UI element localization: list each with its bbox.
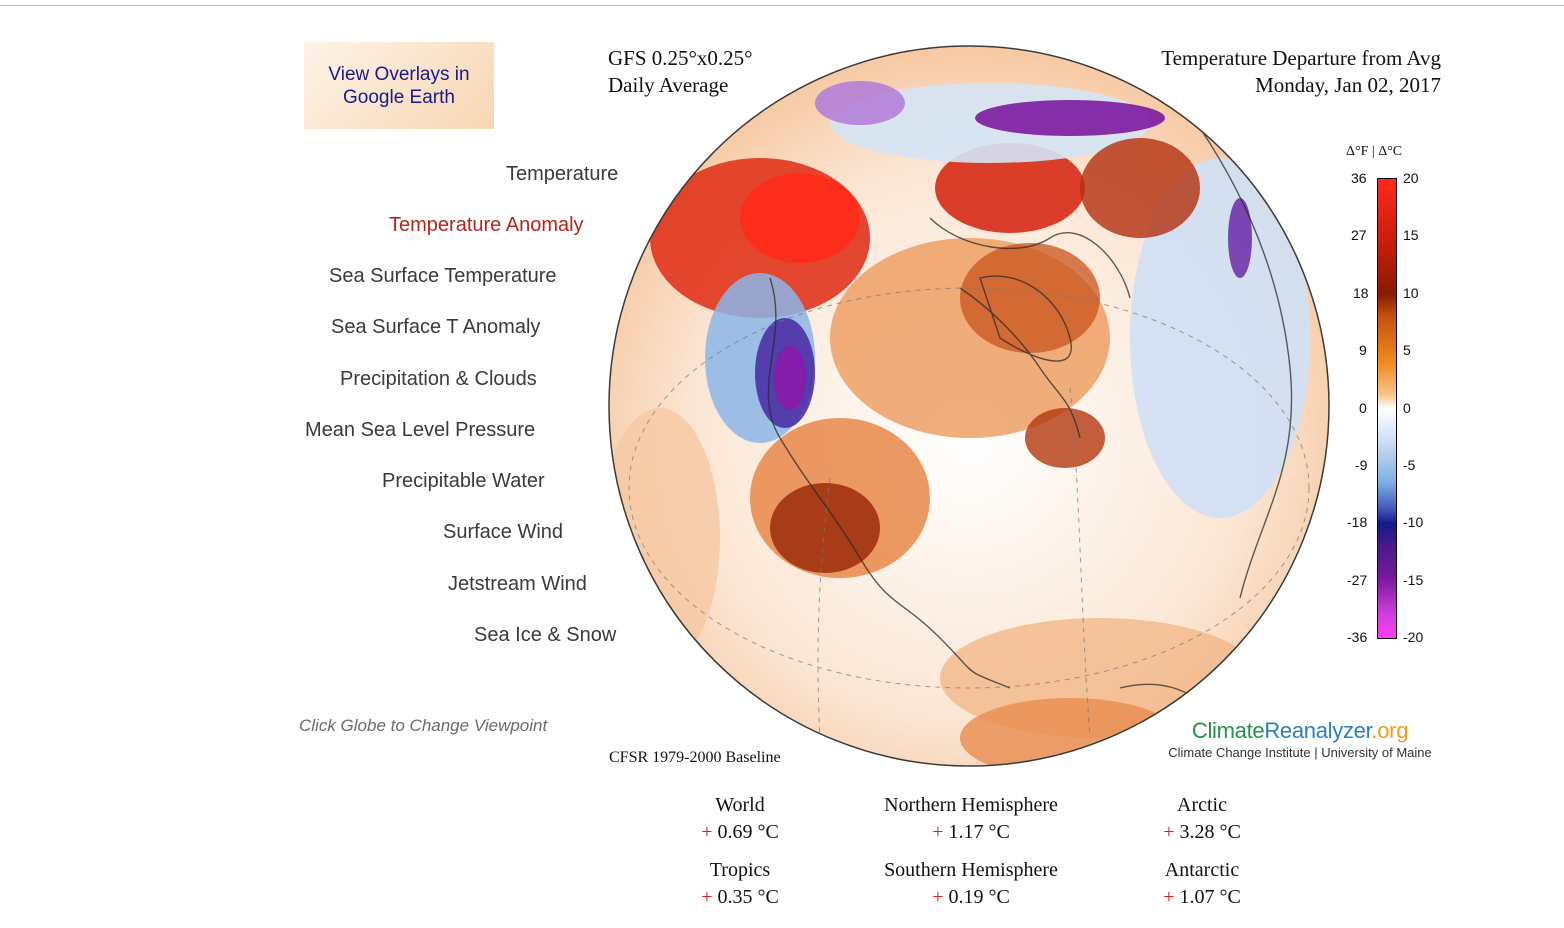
tick-f-5: -9	[1355, 457, 1368, 473]
stat-southern-hemisphere: Southern Hemisphere + 0.19 °C	[851, 857, 1091, 911]
viewpoint-hint: Click Globe to Change Viewpoint	[299, 716, 548, 735]
stat-value-line: + 0.19 °C	[851, 884, 1091, 911]
stat-name: World	[715, 794, 765, 816]
tick-c-7: -15	[1403, 572, 1424, 588]
stat-value: 1.17 °C	[948, 821, 1010, 843]
stat-sign: +	[1163, 886, 1175, 908]
stat-value: 0.19 °C	[948, 886, 1010, 908]
menu-item-jetstream-wind[interactable]: Jetstream Wind	[448, 573, 587, 595]
stat-sign: +	[701, 886, 713, 908]
tick-c-2: 10	[1403, 285, 1419, 301]
logo-subtitle: Climate Change Institute | University of…	[1168, 745, 1432, 760]
map-title-text: Temperature Departure from Avg	[1161, 46, 1441, 70]
stat-arctic: Arctic + 3.28 °C	[1082, 792, 1322, 846]
tick-f-1: 27	[1351, 227, 1367, 243]
legend-unit: Δ°F | Δ°C	[1346, 144, 1403, 159]
map-date: Monday, Jan 02, 2017	[1255, 73, 1441, 97]
stat-tropics: Tropics + 0.35 °C	[620, 857, 860, 911]
stat-value-line: + 0.69 °C	[620, 819, 860, 846]
tick-c-6: -10	[1403, 514, 1424, 530]
tick-f-2: 18	[1353, 285, 1369, 301]
menu-item-sea-surface-t-anomaly[interactable]: Sea Surface T Anomaly	[331, 316, 541, 338]
tick-c-4: 0	[1403, 400, 1411, 416]
google-earth-button-line1: View Overlays in	[328, 63, 470, 85]
stat-name: Arctic	[1177, 794, 1227, 816]
stat-value-line: + 3.28 °C	[1082, 819, 1322, 846]
menu-item-sea-surface-temperature[interactable]: Sea Surface Temperature	[329, 265, 557, 287]
stat-antarctic: Antarctic + 1.07 °C	[1082, 857, 1322, 911]
menu-item-surface-wind[interactable]: Surface Wind	[443, 521, 564, 543]
stat-value-line: + 1.17 °C	[851, 819, 1091, 846]
tick-c-8: -20	[1403, 629, 1424, 645]
map-title: Temperature Departure from Avg Monday, J…	[1161, 45, 1441, 99]
menu-item-mean-sea-level-pressure[interactable]: Mean Sea Level Pressure	[305, 419, 536, 441]
menu-item-temperature[interactable]: Temperature	[506, 163, 619, 185]
climate-reanalyzer-logo[interactable]: ClimateReanalyzer.org Climate Change Ins…	[1150, 718, 1450, 760]
tick-f-7: -27	[1347, 572, 1368, 588]
stat-sign: +	[932, 821, 944, 843]
tick-f-6: -18	[1347, 514, 1368, 530]
stat-value: 0.69 °C	[717, 821, 779, 843]
stat-northern-hemisphere: Northern Hemisphere + 1.17 °C	[851, 792, 1091, 846]
stat-value-line: + 1.07 °C	[1082, 884, 1322, 911]
stat-value: 1.07 °C	[1179, 886, 1241, 908]
globe-map[interactable]	[600, 38, 1340, 778]
tick-c-1: 15	[1403, 227, 1419, 243]
stat-value: 0.35 °C	[717, 886, 779, 908]
model-line2: Daily Average	[608, 73, 729, 97]
stat-name: Southern Hemisphere	[884, 859, 1058, 881]
stat-value-line: + 0.35 °C	[620, 884, 860, 911]
stat-sign: +	[1163, 821, 1175, 843]
color-scale-bar	[1377, 178, 1397, 639]
baseline-note: CFSR 1979-2000 Baseline	[609, 749, 781, 766]
tick-c-0: 20	[1403, 170, 1419, 186]
top-divider	[0, 5, 1564, 6]
menu-item-sea-ice-snow[interactable]: Sea Ice & Snow	[474, 624, 617, 646]
logo-part-org: .org	[1371, 718, 1409, 743]
stat-sign: +	[701, 821, 713, 843]
tick-c-5: -5	[1403, 457, 1416, 473]
logo-part-reanalyzer: Reanalyzer	[1264, 718, 1372, 743]
stat-world: World + 0.69 °C	[620, 792, 860, 846]
stat-name: Tropics	[709, 859, 771, 881]
tick-f-8: -36	[1347, 629, 1368, 645]
logo-part-climate: Climate	[1191, 718, 1265, 743]
menu-item-temperature-anomaly[interactable]: Temperature Anomaly	[389, 214, 584, 236]
tick-f-4: 0	[1359, 400, 1367, 416]
tick-f-3: 9	[1359, 342, 1367, 358]
model-label: GFS 0.25°x0.25° Daily Average	[608, 45, 753, 99]
tick-c-3: 5	[1403, 342, 1411, 358]
stat-name: Northern Hemisphere	[884, 794, 1058, 816]
google-earth-button-line2: Google Earth	[343, 86, 455, 108]
stat-name: Antarctic	[1164, 859, 1240, 881]
menu-item-precipitation-clouds[interactable]: Precipitation & Clouds	[340, 368, 537, 390]
menu-item-precipitable-water[interactable]: Precipitable Water	[382, 470, 545, 492]
tick-f-0: 36	[1351, 170, 1367, 186]
google-earth-button[interactable]: View Overlays in Google Earth	[304, 42, 494, 129]
model-line1: GFS 0.25°x0.25°	[608, 46, 753, 70]
stat-sign: +	[932, 886, 944, 908]
stat-value: 3.28 °C	[1179, 821, 1241, 843]
